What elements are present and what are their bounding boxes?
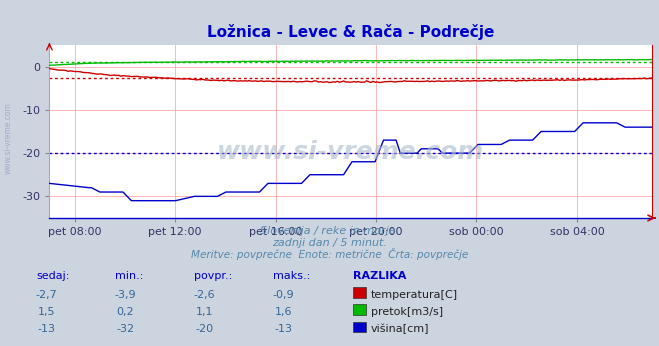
Text: RAZLIKA: RAZLIKA [353, 271, 406, 281]
Text: 1,5: 1,5 [38, 307, 55, 317]
Text: -2,7: -2,7 [35, 290, 57, 300]
Text: zadnji dan / 5 minut.: zadnji dan / 5 minut. [272, 238, 387, 248]
Text: -13: -13 [274, 324, 293, 334]
Text: -13: -13 [37, 324, 55, 334]
Text: -20: -20 [195, 324, 214, 334]
Text: 0,2: 0,2 [117, 307, 134, 317]
Text: -32: -32 [116, 324, 134, 334]
Text: www.si-vreme.com: www.si-vreme.com [3, 102, 13, 174]
Text: temperatura[C]: temperatura[C] [371, 290, 458, 300]
Text: Slovenija / reke in morje.: Slovenija / reke in morje. [260, 226, 399, 236]
Text: Meritve: povprečne  Enote: metrične  Črta: povprečje: Meritve: povprečne Enote: metrične Črta:… [191, 248, 468, 260]
Text: www.si-vreme.com: www.si-vreme.com [217, 140, 484, 164]
Title: Ložnica - Levec & Rača - Podrečje: Ložnica - Levec & Rača - Podrečje [207, 24, 495, 40]
Text: maks.:: maks.: [273, 271, 311, 281]
Text: povpr.:: povpr.: [194, 271, 233, 281]
Text: 1,6: 1,6 [275, 307, 292, 317]
Text: min.:: min.: [115, 271, 144, 281]
Text: pretok[m3/s]: pretok[m3/s] [371, 307, 443, 317]
Text: sedaj:: sedaj: [36, 271, 70, 281]
Text: 1,1: 1,1 [196, 307, 213, 317]
Text: -3,9: -3,9 [115, 290, 136, 300]
Text: višina[cm]: višina[cm] [371, 324, 430, 334]
Text: -2,6: -2,6 [194, 290, 215, 300]
Text: -0,9: -0,9 [273, 290, 294, 300]
